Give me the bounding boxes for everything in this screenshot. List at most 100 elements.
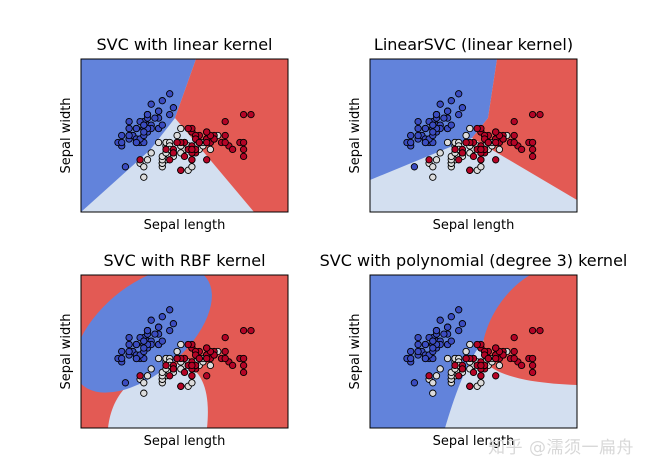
point-class2 bbox=[221, 333, 229, 342]
point-class0 bbox=[118, 138, 126, 147]
x-axis-label: Sepal length bbox=[144, 434, 226, 449]
point-class1 bbox=[188, 379, 196, 387]
point-class0 bbox=[118, 354, 126, 363]
point-class2 bbox=[203, 372, 211, 380]
point-class0 bbox=[429, 121, 437, 129]
point-class2 bbox=[451, 361, 459, 370]
point-class2 bbox=[536, 326, 544, 335]
point-class1 bbox=[173, 347, 181, 356]
point-class1 bbox=[436, 149, 444, 157]
point-class2 bbox=[477, 145, 485, 154]
plot-frame bbox=[80, 58, 289, 213]
point-class2 bbox=[528, 361, 537, 370]
point-class0 bbox=[455, 326, 463, 335]
chart-title: LinearSVC (linear kernel) bbox=[374, 35, 573, 54]
point-class2 bbox=[469, 152, 478, 161]
point-class2 bbox=[239, 354, 248, 363]
point-class2 bbox=[203, 128, 211, 136]
point-class2 bbox=[180, 152, 189, 161]
point-class1 bbox=[432, 156, 441, 164]
point-class0 bbox=[455, 306, 463, 314]
point-class0 bbox=[421, 354, 430, 363]
point-class0 bbox=[432, 110, 441, 119]
point-class2 bbox=[477, 156, 485, 164]
point-class0 bbox=[166, 306, 174, 314]
point-class0 bbox=[158, 313, 166, 321]
point-class0 bbox=[118, 347, 126, 356]
point-class2 bbox=[517, 361, 526, 370]
point-class2 bbox=[203, 156, 211, 164]
point-class0 bbox=[410, 163, 419, 171]
point-class0 bbox=[147, 316, 155, 324]
point-class2 bbox=[221, 138, 229, 147]
plot-frame bbox=[80, 274, 289, 429]
point-class1 bbox=[436, 365, 444, 373]
data-points bbox=[114, 90, 255, 181]
point-class0 bbox=[421, 124, 430, 133]
point-class2 bbox=[169, 365, 178, 373]
point-class0 bbox=[447, 97, 455, 105]
point-class0 bbox=[414, 124, 422, 133]
point-class2 bbox=[166, 156, 174, 164]
point-class0 bbox=[125, 340, 133, 349]
point-class2 bbox=[239, 361, 248, 370]
point-class2 bbox=[477, 372, 485, 380]
point-class2 bbox=[228, 361, 237, 370]
chart-title: SVC with linear kernel bbox=[97, 35, 273, 54]
region-class1 bbox=[108, 364, 208, 428]
point-class2 bbox=[177, 382, 185, 390]
point-class0 bbox=[158, 97, 166, 105]
point-class0 bbox=[414, 131, 422, 140]
point-class1 bbox=[432, 372, 441, 380]
point-class2 bbox=[528, 354, 537, 363]
point-class0 bbox=[132, 138, 141, 147]
point-class1 bbox=[206, 145, 215, 154]
point-class0 bbox=[158, 121, 166, 129]
point-class2 bbox=[492, 128, 500, 136]
region-class2 bbox=[175, 59, 288, 212]
point-class1 bbox=[462, 347, 470, 356]
point-class0 bbox=[169, 320, 178, 328]
point-class0 bbox=[125, 333, 133, 342]
point-class1 bbox=[173, 131, 181, 140]
point-class2 bbox=[203, 354, 211, 363]
point-class1 bbox=[429, 389, 437, 397]
point-class2 bbox=[169, 149, 178, 157]
point-class0 bbox=[429, 344, 437, 352]
point-class2 bbox=[195, 354, 203, 363]
point-class1 bbox=[143, 156, 152, 164]
data-points bbox=[403, 306, 544, 397]
x-axis-label: Sepal length bbox=[144, 218, 226, 233]
point-class2 bbox=[473, 124, 481, 133]
point-class2 bbox=[162, 145, 170, 154]
y-axis-label: Sepal width bbox=[59, 97, 74, 173]
point-class1 bbox=[466, 124, 474, 133]
point-class1 bbox=[140, 389, 148, 397]
point-class2 bbox=[188, 372, 196, 380]
point-class1 bbox=[140, 173, 148, 181]
point-class0 bbox=[407, 354, 415, 363]
point-class2 bbox=[221, 347, 229, 356]
point-class0 bbox=[125, 117, 133, 126]
point-class2 bbox=[510, 117, 518, 126]
subplot-svc-rbf: SVC with RBF kernel Sepal length Sepal w… bbox=[59, 251, 289, 449]
point-class2 bbox=[203, 138, 211, 147]
chart-title: SVC with polynomial (degree 3) kernel bbox=[320, 251, 628, 270]
point-class2 bbox=[473, 340, 481, 349]
point-class0 bbox=[443, 107, 452, 115]
region-class0 bbox=[81, 275, 212, 393]
data-points bbox=[403, 90, 544, 181]
point-class0 bbox=[421, 340, 430, 349]
point-class1 bbox=[177, 124, 185, 133]
point-class2 bbox=[166, 372, 174, 380]
point-class2 bbox=[162, 361, 170, 370]
point-class2 bbox=[484, 138, 492, 147]
region-class0 bbox=[81, 59, 196, 212]
point-class2 bbox=[184, 340, 192, 349]
point-class1 bbox=[429, 379, 437, 387]
point-class0 bbox=[414, 340, 422, 349]
point-class2 bbox=[528, 326, 537, 335]
point-class1 bbox=[147, 149, 155, 157]
point-class1 bbox=[495, 361, 504, 370]
point-class1 bbox=[443, 138, 452, 147]
